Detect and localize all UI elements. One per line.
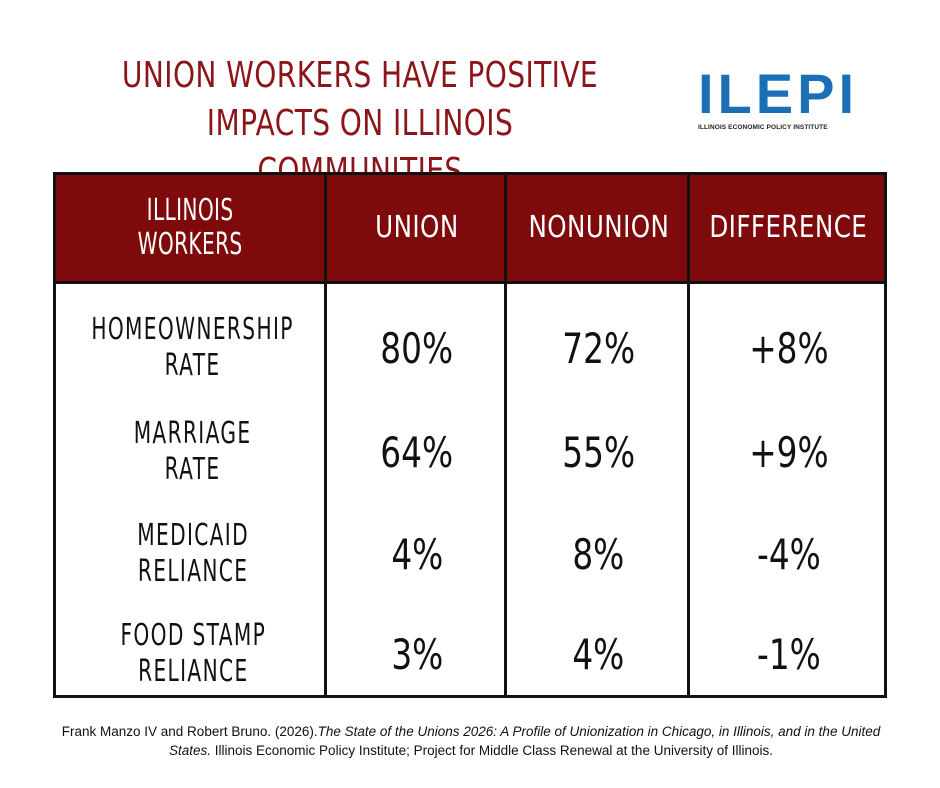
table-row: MARRIAGE RATE 64% 55% +9%: [53, 400, 887, 504]
citation-authors: Frank Manzo IV and Robert Bruno. (2026).: [61, 724, 318, 739]
ilepi-logo: ILEPI ILLINOIS ECONOMIC POLICY INSTITUTE: [698, 62, 868, 132]
comparison-table: ILLINOIS WORKERS UNION NONUNION DIFFERENC…: [53, 172, 887, 698]
row-label: HOMEOWNERSHIP RATE: [91, 312, 295, 383]
row-label: FOOD STAMP RELIANCE: [120, 618, 266, 689]
table-header-background: [53, 172, 887, 284]
header-union: UNION: [375, 210, 459, 245]
nonunion-value: 55%: [562, 427, 635, 477]
nonunion-value: 8%: [572, 529, 625, 579]
union-value: 64%: [380, 427, 454, 477]
header-illinois-workers: ILLINOIS WORKERS: [137, 193, 243, 262]
column-divider: [324, 172, 327, 698]
logo-subtitle: ILLINOIS ECONOMIC POLICY INSTITUTE: [698, 124, 828, 131]
page-title: UNION WORKERS HAVE POSITIVE IMPACTS ON I…: [110, 52, 609, 196]
table-border: [53, 172, 887, 698]
column-divider: [504, 172, 507, 698]
union-value: 3%: [391, 629, 443, 679]
nonunion-value: 72%: [562, 323, 635, 373]
difference-value: -4%: [756, 529, 821, 579]
table-row: MEDICAID RELIANCE 4% 8% -4%: [53, 502, 887, 606]
union-value: 80%: [380, 323, 454, 373]
citation-title: The State of the Unions 2026: A Profile …: [168, 724, 881, 758]
header-nonunion: NONUNION: [528, 210, 669, 245]
table-row: FOOD STAMP RELIANCE 3% 4% -1%: [53, 602, 887, 706]
citation-publisher: Illinois Economic Policy Institute; Proj…: [211, 743, 773, 758]
header-divider: [53, 281, 887, 284]
logo-wordmark: ILEPI: [698, 62, 859, 125]
nonunion-value: 4%: [572, 629, 625, 679]
title-line-1: UNION WORKERS HAVE POSITIVE: [121, 55, 599, 96]
row-label: MEDICAID RELIANCE: [137, 518, 249, 589]
source-citation: Frank Manzo IV and Robert Bruno. (2026).…: [40, 722, 902, 760]
difference-value: +8%: [748, 323, 829, 373]
difference-value: -1%: [756, 629, 821, 679]
header-difference: DIFFERENCE: [709, 210, 868, 245]
difference-value: +9%: [748, 427, 829, 477]
column-divider: [687, 172, 690, 698]
row-label: MARRIAGE RATE: [134, 416, 252, 487]
table-row: HOMEOWNERSHIP RATE 80% 72% +8%: [53, 296, 887, 400]
union-value: 4%: [391, 529, 443, 579]
